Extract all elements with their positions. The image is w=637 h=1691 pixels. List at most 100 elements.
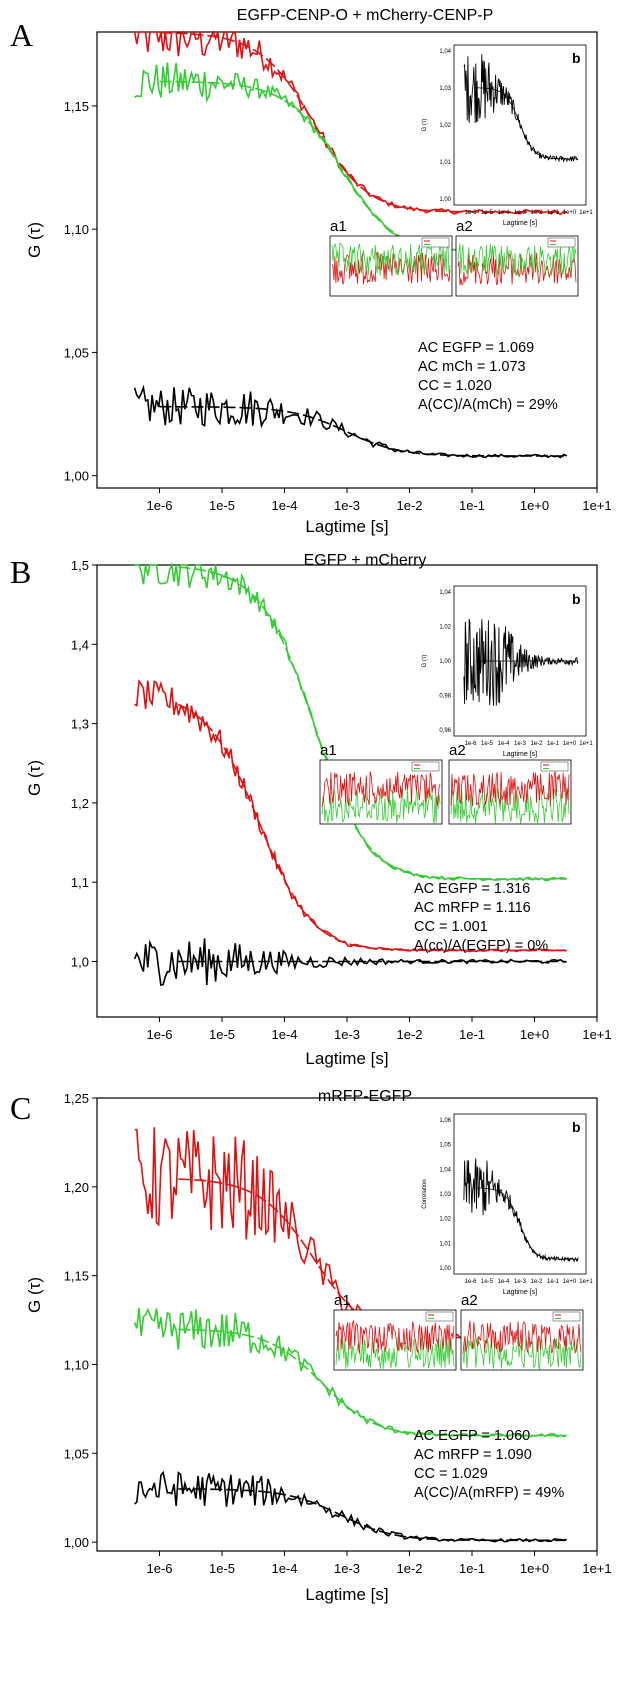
inset-a1-label: a1 <box>320 742 337 759</box>
chart-title: EGFP + mCherry <box>304 552 427 569</box>
inset-b-xtick: 1e-1 <box>547 741 560 747</box>
inset-b-xtick: 1e-4 <box>497 741 510 747</box>
inset-b-xtick: 1e-4 <box>497 1279 510 1285</box>
stat-line: A(CC)/A(mRFP) = 49% <box>414 1485 564 1501</box>
x-tick-label: 1e-6 <box>146 498 172 513</box>
inset-a1-legend <box>425 1311 454 1322</box>
inset-b-xtick: 1e-3 <box>514 741 527 747</box>
y-tick-label: 1,20 <box>64 1180 89 1195</box>
inset-b-label: b <box>572 591 581 607</box>
chart-title: EGFP-CENP-O + mCherry-CENP-P <box>237 7 493 24</box>
series-fit-cc <box>159 405 566 457</box>
y-tick-label: 1,25 <box>64 1091 89 1106</box>
chart-title: mRFP-EGFP <box>318 1088 412 1105</box>
inset-b-xlabel: Lagtime [s] <box>503 220 537 227</box>
x-tick-label: 1e+1 <box>582 498 611 513</box>
x-tick-label: 1e+1 <box>582 1027 611 1042</box>
inset-b-xtick: 1e-2 <box>530 210 543 216</box>
inset-b-xtick: 1e-3 <box>514 210 527 216</box>
series-fit-cc <box>178 1488 566 1542</box>
inset-a1-trace <box>321 771 441 807</box>
inset-a1-trace <box>331 252 451 285</box>
inset-a1-trace <box>335 1319 455 1354</box>
inset-a1-trace <box>331 242 451 276</box>
inset-b-ytick: 1,00 <box>439 659 451 665</box>
inset-a1-legend <box>411 761 440 772</box>
inset-b-xtick: 1e+0 <box>563 1279 577 1285</box>
inset-b-xtick: 1e-6 <box>464 741 477 747</box>
inset-b-xlabel: Lagtime [s] <box>503 1289 537 1296</box>
inset-b-xtick: 1e+1 <box>579 1279 593 1285</box>
x-tick-label: 1e-1 <box>459 498 485 513</box>
y-tick-label: 1,4 <box>71 637 89 652</box>
inset-a1-trace <box>335 1336 455 1370</box>
x-tick-label: 1e-1 <box>459 1561 485 1576</box>
x-tick-label: 1e+1 <box>582 1561 611 1576</box>
inset-b-ytick: 1,01 <box>439 1241 451 1247</box>
inset-b-ylabel: G (τ) <box>422 655 428 668</box>
inset-a1-label: a1 <box>330 218 347 235</box>
y-tick-label: 1,15 <box>64 1269 89 1284</box>
inset-a2-trace <box>457 243 577 277</box>
x-tick-label: 1e-1 <box>459 1027 485 1042</box>
inset-a2-label: a2 <box>456 218 473 235</box>
y-tick-label: 1,0 <box>71 954 89 969</box>
inset-a2-trace <box>462 1336 582 1370</box>
inset-b-xtick: 1e-1 <box>547 1279 560 1285</box>
y-tick-label: 1,1 <box>71 875 89 890</box>
inset-b-xtick: 1e-6 <box>464 1279 477 1285</box>
inset-b-fit <box>475 87 579 160</box>
y-tick-label: 1,2 <box>71 796 89 811</box>
inset-b-ytick: 1,02 <box>439 625 451 631</box>
inset-b-ylabel: G (τ) <box>422 119 428 132</box>
inset-b-data <box>463 619 579 706</box>
inset-b-ytick: 0,98 <box>439 694 451 700</box>
y-tick-label: 1,10 <box>64 1357 89 1372</box>
series-data-cc <box>134 1470 567 1543</box>
series-data-cc <box>133 384 568 459</box>
x-tick-label: 1e-3 <box>334 1027 360 1042</box>
stat-line: AC EGFP = 1.060 <box>414 1428 530 1444</box>
inset-a2-trace <box>462 1320 582 1354</box>
inset-b-xtick: 1e-6 <box>464 210 477 216</box>
inset-a1-trace <box>321 788 441 824</box>
inset-b-ytick: 1,04 <box>439 49 451 55</box>
series-fit-mcherry <box>177 703 566 952</box>
inset-b-xtick: 1e+0 <box>563 210 577 216</box>
stat-line: CC = 1.020 <box>418 378 492 394</box>
inset-a2-label: a2 <box>461 1292 478 1309</box>
series-fit-egfp <box>178 566 566 880</box>
stat-line: AC mRFP = 1.116 <box>414 900 531 916</box>
inset-b-ylabel: Correlation <box>422 1179 428 1208</box>
stat-line: CC = 1.029 <box>414 1466 488 1482</box>
inset-b-ytick: 1,04 <box>439 1167 451 1173</box>
stat-line: A(CC)/A(mCh) = 29% <box>418 397 558 413</box>
panel-letter: A <box>10 17 33 53</box>
stat-line: CC = 1.001 <box>414 919 488 935</box>
x-tick-label: 1e+0 <box>520 1561 549 1576</box>
inset-b-xtick: 1e-5 <box>481 210 494 216</box>
x-tick-label: 1e-4 <box>271 498 297 513</box>
x-tick-label: 1e-5 <box>209 498 235 513</box>
y-axis-label: G (τ) <box>25 1277 44 1313</box>
inset-b-ytick: 1,02 <box>439 123 451 129</box>
inset-a2-trace <box>450 771 570 807</box>
stat-line: AC EGFP = 1.316 <box>414 881 530 897</box>
x-tick-label: 1e-2 <box>396 1027 422 1042</box>
x-tick-label: 1e-2 <box>396 498 422 513</box>
y-tick-label: 1,00 <box>64 469 89 484</box>
x-tick-label: 1e-5 <box>209 1027 235 1042</box>
x-tick-label: 1e-4 <box>271 1027 297 1042</box>
inset-b-ytick: 1,06 <box>439 1118 451 1124</box>
inset-b-ytick: 1,02 <box>439 1217 451 1223</box>
inset-a2-legend <box>540 761 569 772</box>
inset-b-fit <box>475 1187 579 1260</box>
x-axis-label: Lagtime [s] <box>305 517 388 536</box>
inset-b-xtick: 1e-4 <box>497 210 510 216</box>
y-tick-label: 1,10 <box>64 222 89 237</box>
x-tick-label: 1e-3 <box>334 1561 360 1576</box>
x-tick-label: 1e-2 <box>396 1561 422 1576</box>
stat-line: AC mRFP = 1.090 <box>414 1447 532 1463</box>
